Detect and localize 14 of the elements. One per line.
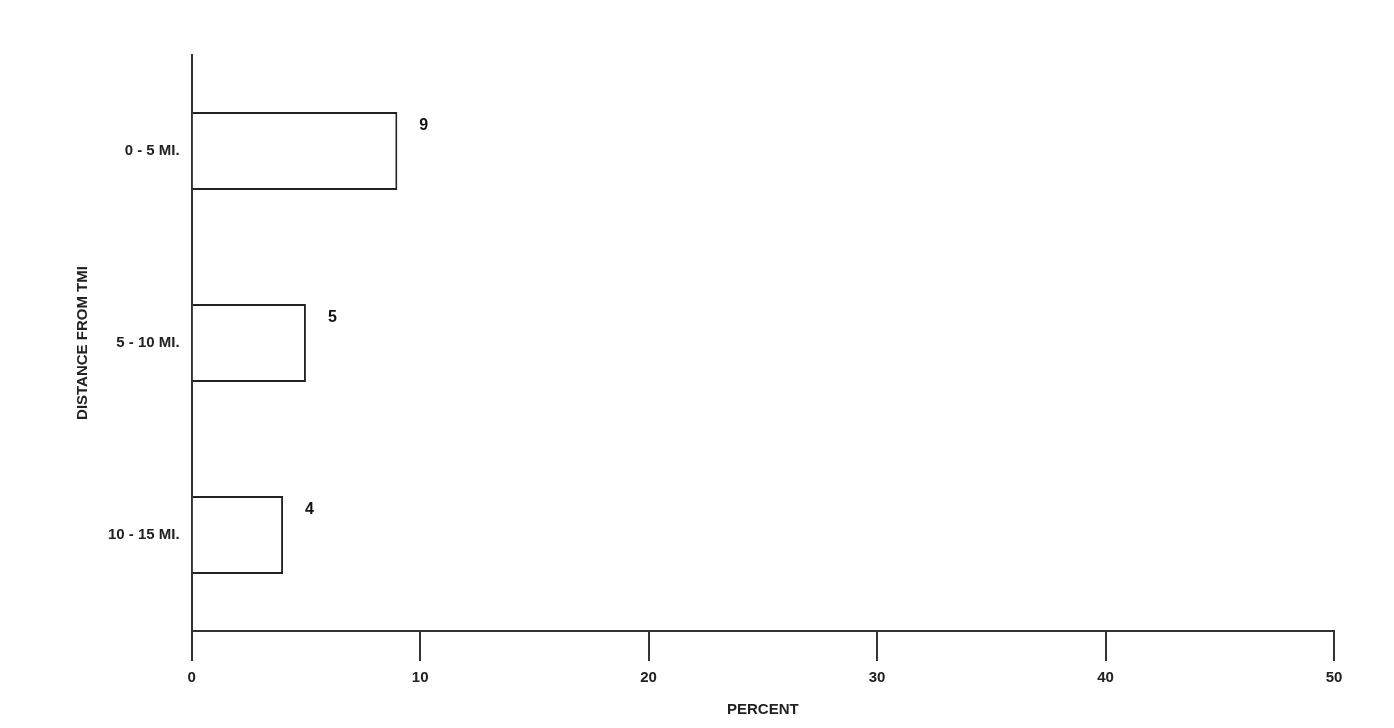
x-tick-label: 0 bbox=[187, 668, 196, 686]
x-tick-label: 40 bbox=[1097, 668, 1114, 686]
y-tick-label: 5 - 10 MI. bbox=[116, 333, 180, 351]
x-tick-label: 50 bbox=[1325, 668, 1343, 686]
data-label: 4 bbox=[305, 500, 315, 518]
x-tick-label: 10 bbox=[411, 668, 429, 686]
data-label: 5 bbox=[327, 308, 337, 326]
y-tick-label: 10 - 15 MI. bbox=[107, 525, 180, 543]
x-tick-label: 20 bbox=[640, 668, 657, 686]
x-tick-label: 30 bbox=[868, 668, 886, 686]
y-tick-label: 0 - 5 MI. bbox=[124, 141, 180, 159]
x-axis-title: PERCENT bbox=[727, 700, 799, 718]
y-axis-title: DISTANCE FROM TMI bbox=[73, 266, 91, 420]
data-label: 9 bbox=[419, 116, 429, 134]
